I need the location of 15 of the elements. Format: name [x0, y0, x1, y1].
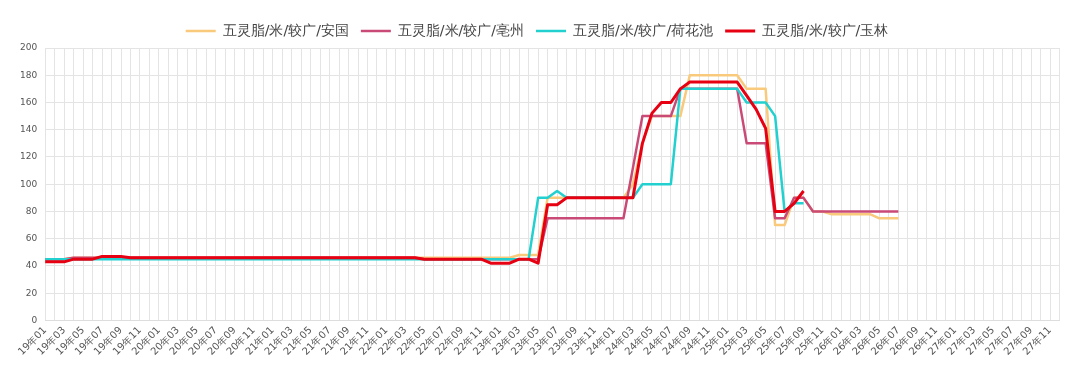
- y-tick-label: 60: [25, 233, 38, 244]
- legend-label: 五灵脂/米/较广/安国: [222, 21, 349, 38]
- y-tick-label: 20: [25, 287, 38, 298]
- y-tick-label: 140: [19, 124, 38, 135]
- legend-label: 五灵脂/米/较广/亳州: [397, 21, 525, 38]
- y-tick-label: 40: [25, 260, 38, 271]
- legend-label: 五灵脂/米/较广/玉林: [762, 21, 889, 38]
- y-tick-label: 100: [19, 178, 38, 189]
- y-tick-label: 80: [25, 205, 38, 216]
- y-tick-label: 120: [19, 151, 38, 162]
- y-tick-label: 160: [19, 96, 38, 107]
- y-tick-label: 200: [19, 42, 38, 53]
- legend-label: 五灵脂/米/较广/荷花池: [573, 21, 714, 38]
- y-tick-label: 180: [19, 69, 38, 80]
- y-tick-label: 0: [31, 314, 38, 325]
